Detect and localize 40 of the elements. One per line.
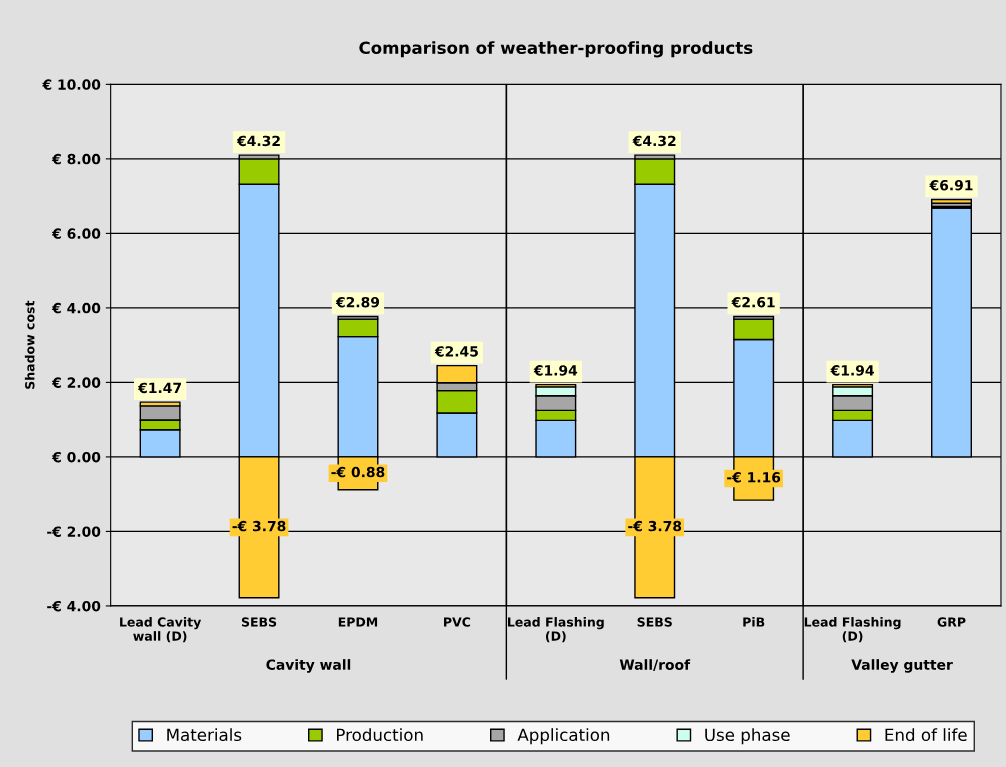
data-label: -€ 3.78: [232, 520, 286, 532]
total-label: €1.94: [830, 365, 874, 376]
y-tick-label: € 10.00: [42, 79, 101, 90]
x-tick-label: PVC: [444, 617, 471, 627]
y-tick-label: € 2.00: [51, 377, 101, 388]
chart-title: Comparison of weather-proofing products: [359, 41, 753, 58]
total-label: €2.45: [434, 346, 478, 357]
total-label: €2.61: [731, 296, 775, 308]
x-tick-label: Lead Flashing (D): [804, 617, 901, 643]
y-axis-title: Shadow cost: [24, 300, 35, 389]
total-label: €2.89: [335, 296, 380, 308]
data-label: -€ 1.16: [727, 472, 781, 483]
y-tick-label: -€ 4.00: [47, 600, 101, 612]
legend-label: End of life: [885, 728, 967, 742]
total-label: €4.32: [236, 135, 280, 147]
legend-label: Use phase: [705, 728, 790, 745]
legend-label: Production: [337, 728, 423, 742]
text: Wall/roof: [619, 659, 691, 672]
y-tick-label: € 0.00: [51, 451, 101, 463]
x-tick-label: PiB: [743, 617, 765, 627]
legend-label: Application: [517, 728, 610, 745]
total-label: €4.32: [632, 135, 676, 147]
x-tick-label: SEBS: [637, 617, 672, 627]
x-tick-label: Lead Cavity wall (D): [120, 617, 202, 643]
x-tick-label: GRP: [937, 617, 966, 627]
x-tick-label: EPDM: [338, 617, 378, 627]
legend-label: Materials: [167, 728, 242, 742]
x-tick-label: SEBS: [241, 617, 277, 627]
y-tick-label: € 6.00: [51, 228, 101, 239]
y-tick-label: € 8.00: [51, 153, 101, 165]
y-tick-label: € 4.00: [51, 302, 101, 314]
text: Valley gutter: [851, 659, 953, 673]
total-label: €6.91: [929, 179, 973, 191]
total-label: €1.47: [137, 382, 181, 394]
data-label: -€ 0.88: [331, 466, 385, 478]
text: Cavity wall: [266, 659, 351, 673]
data-label: -€ 3.78: [628, 520, 682, 532]
x-tick-label: Lead Flashing (D): [508, 617, 604, 643]
y-tick-label: -€ 2.00: [47, 526, 101, 537]
total-label: €1.94: [533, 365, 578, 376]
